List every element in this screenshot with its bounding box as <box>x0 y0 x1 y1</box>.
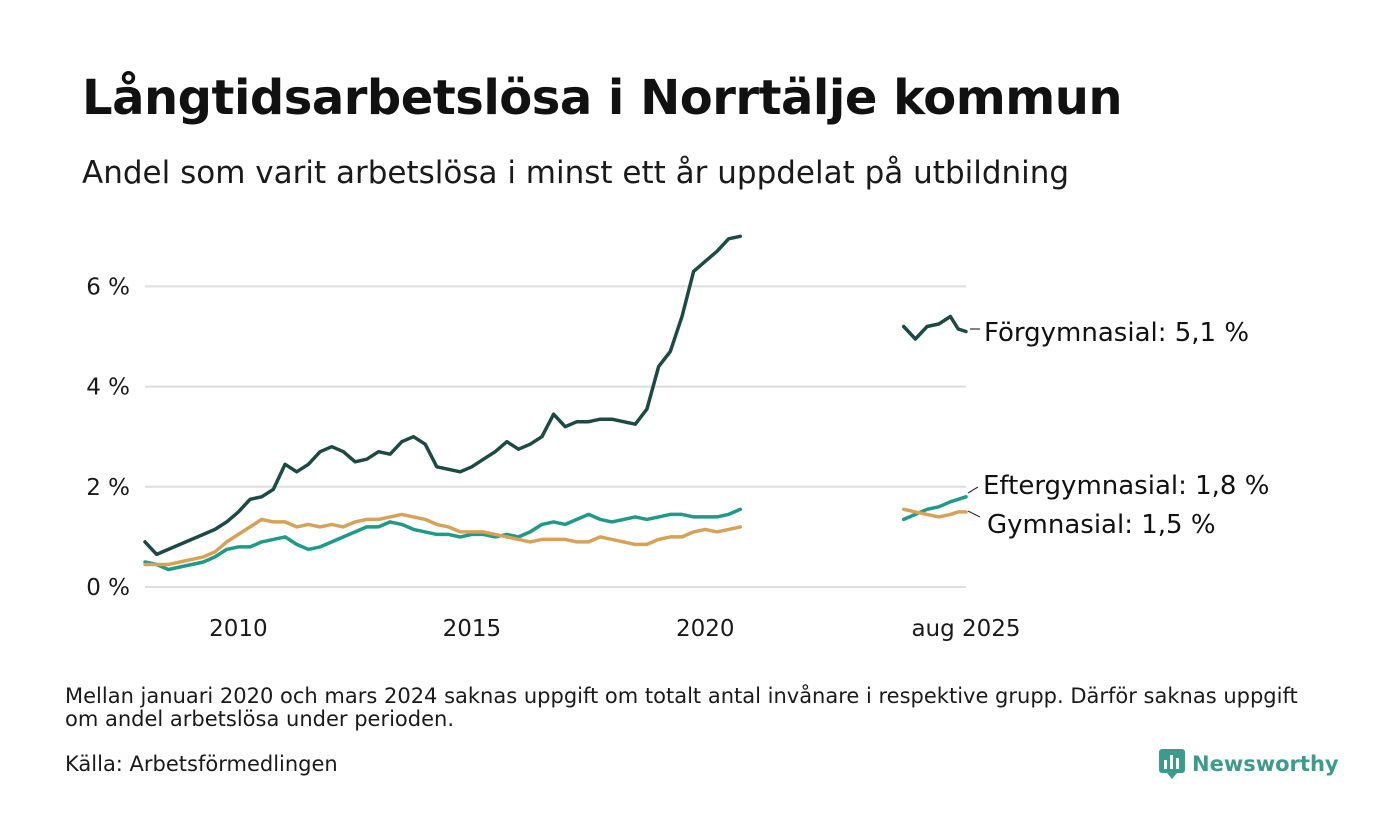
y-axis-ticks: 0 % 2 % 4 % 6 % <box>86 274 130 601</box>
series-line-gymnasial <box>143 512 743 567</box>
y-tick-label: 2 % <box>86 475 130 501</box>
newsworthy-logo: Newsworthy <box>1158 748 1339 780</box>
series-line-forgymnasial <box>143 234 743 557</box>
series-line-eftergymnasial-recent <box>901 495 968 522</box>
series-label-gymnasial: Gymnasial: 1,5 % <box>987 510 1216 540</box>
x-tick-label: aug 2025 <box>911 616 1020 642</box>
source-credit: Källa: Arbetsförmedlingen <box>65 752 338 776</box>
y-tick-label: 0 % <box>86 575 130 601</box>
newsworthy-icon <box>1159 749 1185 779</box>
y-tick-label: 4 % <box>86 375 130 401</box>
chart-subtitle: Andel som varit arbetslösa i minst ett å… <box>82 155 1070 191</box>
chart-title: Långtidsarbetslösa i Norrtälje kommun <box>82 70 1123 126</box>
x-tick-label: 2015 <box>443 616 502 642</box>
gridlines <box>145 285 966 588</box>
series-line-gymnasial-recent <box>901 507 968 519</box>
series-line-eftergymnasial <box>143 507 743 572</box>
x-tick-label: 2020 <box>676 616 735 642</box>
series-label-forgymnasial: Förgymnasial: 5,1 % <box>984 318 1249 348</box>
label-connector <box>967 486 979 494</box>
brand-name: Newsworthy <box>1192 752 1339 776</box>
x-axis-ticks: 2010 2015 2020 aug 2025 <box>209 616 1020 642</box>
label-connector <box>967 510 981 518</box>
series-label-eftergymnasial: Eftergymnasial: 1,8 % <box>983 471 1269 501</box>
line-chart: 0 % 2 % 4 % 6 % 2010 2015 2020 aug 2025 Förgym… <box>86 234 1269 642</box>
series-lines <box>143 234 968 572</box>
x-tick-label: 2010 <box>209 616 268 642</box>
series-line-forgymnasial-recent <box>901 314 968 341</box>
footnote: Mellan januari 2020 och mars 2024 saknas… <box>65 684 1298 731</box>
series-end-labels: Förgymnasial: 5,1 % Eftergymnasial: 1,8 %… <box>967 318 1269 540</box>
y-tick-label: 6 % <box>86 274 130 300</box>
